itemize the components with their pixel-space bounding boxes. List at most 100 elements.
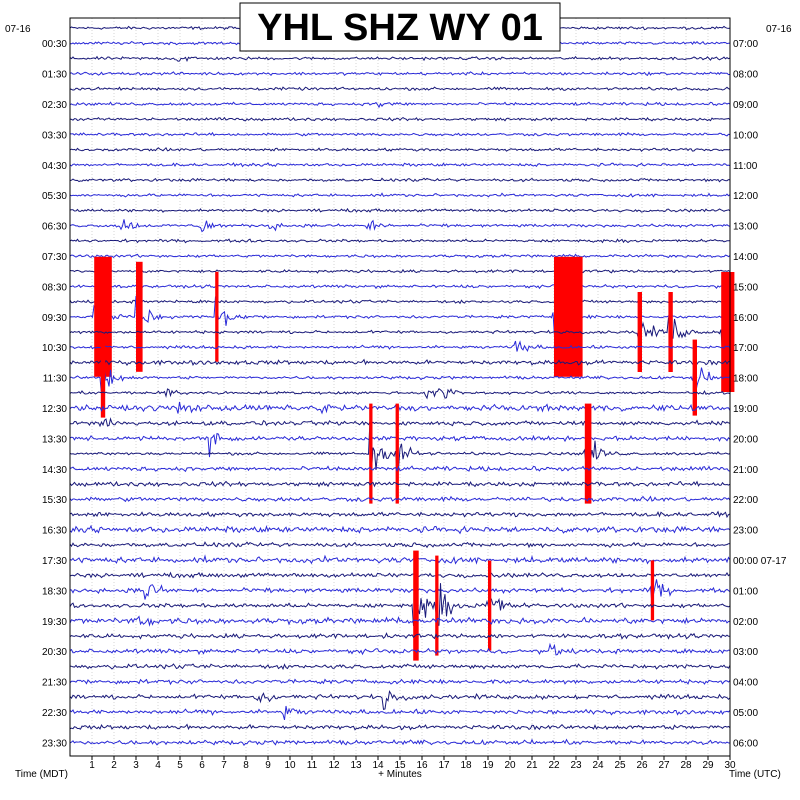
seismic-trace	[69, 314, 731, 355]
date-left: 07-16	[5, 24, 31, 35]
left-time-label: 14:30	[42, 465, 67, 476]
seismic-trace	[69, 571, 731, 579]
right-time-label: 02:00	[733, 617, 758, 628]
clipped-event-marker	[369, 403, 373, 504]
clipped-event-marker	[650, 560, 655, 621]
right-time-label: 09:00	[733, 100, 758, 111]
seismic-trace	[69, 554, 731, 565]
left-time-label: 20:30	[42, 647, 67, 658]
seismic-trace	[69, 690, 731, 711]
left-time-label: 18:30	[42, 586, 67, 597]
clipped-event-marker	[215, 271, 219, 362]
seismic-trace	[69, 583, 731, 633]
right-time-label: 08:00	[733, 70, 758, 81]
seismic-trace	[69, 116, 731, 122]
right-time-label: 01:00	[733, 586, 758, 597]
seismic-trace	[69, 268, 731, 274]
left-time-label: 05:30	[42, 191, 67, 202]
x-tick-label: 15	[394, 760, 406, 771]
right-time-label: 11:00	[733, 161, 758, 172]
right-time-label: 12:00	[733, 191, 758, 202]
seismic-trace	[69, 510, 731, 519]
x-tick-label: 30	[724, 760, 736, 771]
x-tick-label: 18	[460, 760, 472, 771]
left-time-label: 07:30	[42, 252, 67, 263]
x-tick-label: 29	[702, 760, 714, 771]
seismic-trace	[69, 579, 731, 605]
right-time-label: 15:00	[733, 282, 758, 293]
left-axis-label: Time (MDT)	[15, 769, 68, 780]
x-tick-label: 6	[199, 760, 205, 771]
date-right: 07-16	[766, 24, 792, 35]
right-time-label: 05:00	[733, 708, 758, 719]
x-tick-label: 16	[416, 760, 428, 771]
clipped-event-marker	[435, 555, 439, 656]
seismic-trace	[69, 177, 731, 183]
clipped-event-marker	[413, 550, 419, 661]
right-time-label: 07:00	[733, 39, 758, 50]
seismic-trace	[70, 340, 731, 353]
x-tick-label: 5	[177, 760, 183, 771]
x-tick-label: 14	[372, 760, 384, 771]
x-axis-ticks: 1 2 3 4 5 6 7 8 9 10 11 12 13 14 15 16 17 18 19 20 21 22 23 24 2…	[89, 756, 736, 771]
right-time-label: 06:00	[733, 738, 758, 749]
seismic-trace	[69, 101, 731, 109]
seismic-trace	[69, 253, 731, 259]
seismic-trace	[70, 367, 731, 395]
chart-title: YHL SHZ WY 01	[257, 7, 543, 49]
left-time-label: 13:30	[42, 434, 67, 445]
right-axis-label: Time (UTC)	[729, 769, 781, 780]
left-time-label: 16:30	[42, 526, 67, 537]
seismic-trace	[69, 238, 730, 244]
x-tick-label: 11	[307, 760, 318, 771]
left-time-label: 08:30	[42, 282, 67, 293]
seismic-trace	[69, 146, 731, 152]
seismic-trace	[69, 219, 731, 233]
seismic-trace	[69, 705, 731, 721]
seismic-trace	[69, 480, 731, 488]
x-axis-label: + Minutes	[378, 769, 422, 780]
seismic-trace	[69, 295, 731, 341]
left-time-axis: 00:30 01:30 02:30 03:30 04:30 05:30 06:30 07:30…	[42, 39, 67, 749]
left-time-label: 01:30	[42, 70, 67, 81]
seismic-trace	[69, 55, 731, 63]
left-time-label: 17:30	[42, 556, 67, 567]
left-time-label: 15:30	[42, 495, 67, 506]
seismic-trace	[69, 642, 731, 656]
left-time-label: 21:30	[42, 678, 67, 689]
right-time-label: 13:00	[733, 222, 758, 233]
right-time-label: 21:00	[733, 465, 758, 476]
clipped-event-marker	[136, 261, 143, 372]
seismic-trace	[69, 192, 731, 198]
clipped-event-marker	[100, 337, 106, 418]
x-tick-label: 4	[155, 760, 161, 771]
x-tick-label: 27	[658, 760, 670, 771]
x-tick-label: 23	[570, 760, 582, 771]
x-tick-label: 19	[482, 760, 494, 771]
x-tick-label: 9	[265, 760, 271, 771]
right-time-label: 03:00	[733, 647, 758, 658]
seismic-trace	[69, 86, 731, 92]
seismic-trace	[69, 162, 731, 168]
title-box	[239, 2, 561, 52]
x-tick-label: 28	[680, 760, 692, 771]
right-time-label: 10:00	[733, 130, 758, 141]
x-tick-label: 1	[89, 760, 95, 771]
x-tick-label: 17	[438, 760, 450, 771]
x-tick-label: 25	[614, 760, 626, 771]
x-tick-label: 22	[548, 760, 560, 771]
x-tick-label: 12	[328, 760, 340, 771]
x-tick-label: 7	[221, 760, 227, 771]
right-time-label: 19:00	[733, 404, 758, 415]
right-time-label: 20:00	[733, 434, 758, 445]
seismic-trace	[69, 419, 731, 473]
left-time-label: 02:30	[42, 100, 67, 111]
clipped-event-marker	[668, 292, 673, 372]
seismic-trace	[69, 663, 731, 671]
clipped-event-marker	[584, 403, 592, 504]
right-time-label: 16:00	[733, 313, 758, 324]
seismic-trace	[69, 432, 731, 458]
clipped-event-marker	[488, 560, 492, 651]
left-time-label: 22:30	[42, 708, 67, 719]
